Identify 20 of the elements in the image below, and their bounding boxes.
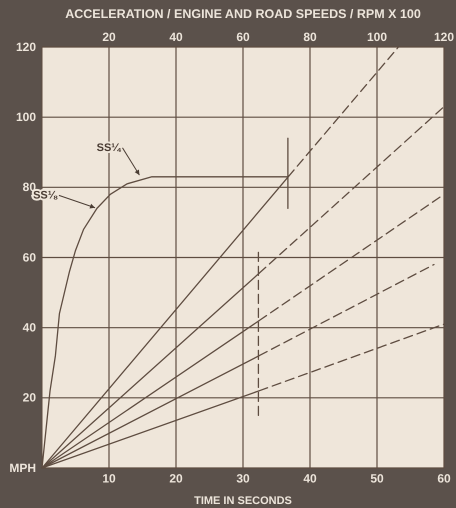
x-tick-label: 40	[303, 472, 317, 486]
x-tick-label: 30	[236, 472, 250, 486]
chart-title: ACCELERATION / ENGINE AND ROAD SPEEDS / RPM X 100	[65, 7, 421, 21]
x2-tick-label: 80	[303, 30, 317, 44]
x2-tick-label: 20	[102, 30, 116, 44]
x2-tick-label: 60	[236, 30, 250, 44]
x2-tick-label: 40	[169, 30, 183, 44]
x-tick-label: 60	[437, 472, 451, 486]
x-tick-label: 10	[102, 472, 116, 486]
x-tick-label: 50	[370, 472, 384, 486]
x2-tick-label: 100	[366, 30, 388, 44]
x-tick-label: 20	[169, 472, 183, 486]
y-tick-label: 60	[22, 250, 36, 264]
x2-tick-label: 120	[434, 30, 454, 44]
y-tick-label: 120	[16, 40, 36, 54]
y-tick-label: 100	[16, 110, 36, 124]
y-tick-label: MPH	[9, 460, 36, 475]
y-tick-label: 20	[22, 390, 36, 405]
x-axis-title: TIME IN SECONDS	[194, 495, 292, 507]
y-tick-label: 40	[22, 320, 36, 335]
